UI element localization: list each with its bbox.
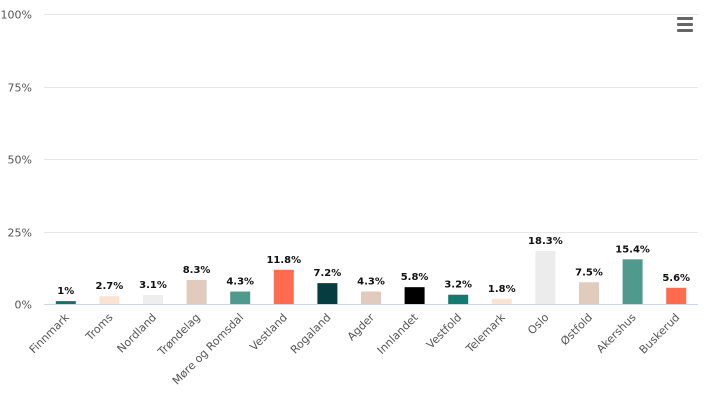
bar	[579, 282, 599, 304]
data-label: 8.3%	[183, 265, 211, 276]
data-label: 5.6%	[662, 273, 690, 284]
x-tick-label: Oslo	[525, 311, 551, 337]
data-label: 1%	[57, 286, 74, 297]
x-tick-label: Troms	[83, 311, 116, 344]
bar	[448, 294, 469, 304]
y-tick-label: 50%	[8, 154, 32, 167]
x-tick-label: Akershus	[594, 311, 639, 356]
menu-line	[677, 17, 693, 20]
data-label: 15.4%	[615, 244, 650, 255]
bar	[55, 301, 76, 304]
data-label: 7.5%	[575, 267, 603, 278]
data-label: 4.3%	[226, 277, 254, 288]
data-label: 4.3%	[357, 277, 385, 288]
bar	[666, 287, 687, 304]
bar	[361, 291, 381, 304]
y-tick-label: 25%	[8, 227, 32, 240]
data-label: 5.8%	[401, 272, 429, 283]
x-tick-label: Buskerud	[637, 311, 683, 357]
x-tick-label: Nordland	[115, 311, 160, 356]
data-labels: 1% 2.7% 3.1% 8.3% 4.3% 11.8% 7.2% 4.3% 5.8% 3.2% 1…	[57, 236, 690, 297]
data-label: 18.3%	[528, 236, 563, 247]
data-label: 1.8%	[488, 284, 516, 295]
x-tick-label: Agder	[345, 311, 378, 344]
bar	[317, 283, 338, 304]
hamburger-menu-icon[interactable]	[672, 14, 698, 36]
bar	[186, 279, 207, 304]
data-label: 3.1%	[139, 280, 167, 291]
bars	[55, 250, 687, 304]
menu-line	[677, 23, 693, 26]
x-tick-label: Østfold	[558, 311, 595, 348]
data-label: 11.8%	[266, 255, 301, 266]
bar	[535, 250, 556, 304]
x-tick-label: Vestland	[247, 311, 290, 354]
bar	[99, 296, 120, 304]
bar	[230, 291, 251, 304]
y-tick-label: 100%	[1, 9, 32, 22]
x-tick-label: Innlandet	[375, 310, 421, 356]
x-tick-label: Vestfold	[424, 311, 464, 351]
bar	[491, 298, 512, 304]
x-tick-label: Rogaland	[288, 311, 334, 357]
data-label: 3.2%	[444, 280, 472, 291]
y-tick-label: 0%	[15, 299, 32, 312]
y-axis-ticks: 0% 25% 50% 75% 100%	[1, 9, 32, 312]
menu-line	[677, 29, 693, 32]
y-tick-label: 75%	[8, 82, 32, 95]
data-label: 7.2%	[314, 268, 342, 279]
bar	[404, 287, 425, 304]
bar	[273, 269, 294, 304]
bar	[143, 295, 163, 304]
data-label: 2.7%	[96, 281, 124, 292]
x-tick-label: Finnmark	[27, 310, 73, 356]
bar	[622, 259, 643, 304]
x-tick-label: Telemark	[463, 310, 509, 356]
gridlines	[44, 14, 698, 305]
